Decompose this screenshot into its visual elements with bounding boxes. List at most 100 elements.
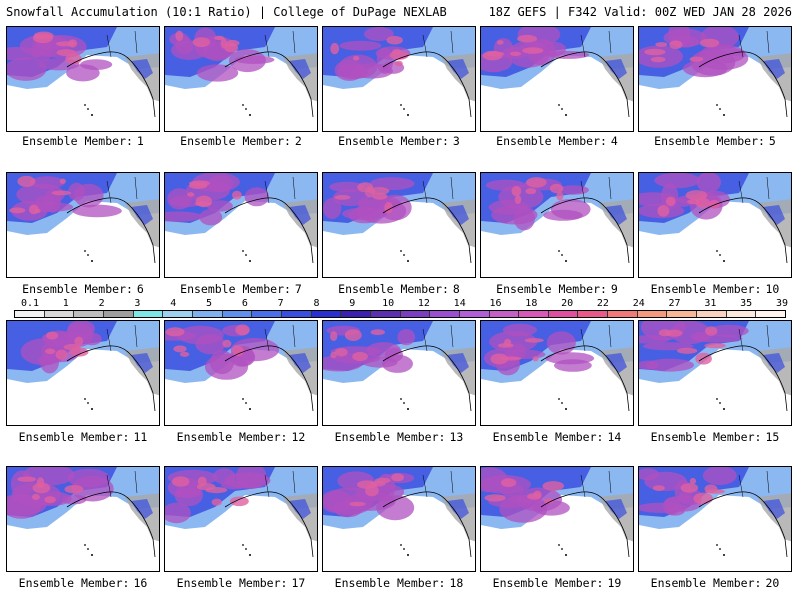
ensemble-member-map xyxy=(322,172,476,278)
legend-tick-label: 16 xyxy=(489,298,502,309)
member-label-prefix: Ensemble Member: xyxy=(650,576,762,590)
ensemble-member-map xyxy=(480,466,634,572)
legend-tick-label: 4 xyxy=(170,298,177,309)
ensemble-member-label: Ensemble Member: 16 xyxy=(4,576,162,590)
legend-tick-label: 20 xyxy=(561,298,574,309)
ensemble-member-map xyxy=(6,320,160,426)
legend-tick-label: 10 xyxy=(382,298,395,309)
legend-tick-label: 39 xyxy=(775,298,789,309)
ensemble-member-label: Ensemble Member: 15 xyxy=(636,430,794,444)
member-label-prefix: Ensemble Member: xyxy=(492,430,604,444)
ensemble-member-label: Ensemble Member: 17 xyxy=(162,576,320,590)
member-label-prefix: Ensemble Member: xyxy=(496,282,607,296)
legend-swatch xyxy=(548,311,579,317)
legend-swatch xyxy=(608,311,638,317)
legend-tick-label: 27 xyxy=(668,298,681,309)
legend-tick-label: 22 xyxy=(596,298,609,309)
ensemble-member-label: Ensemble Member: 14 xyxy=(478,430,636,444)
legend-swatch xyxy=(489,311,520,317)
ensemble-member-map xyxy=(164,26,318,132)
legend-tick-label: 3 xyxy=(134,298,141,309)
member-number: 15 xyxy=(765,430,780,444)
member-number: 12 xyxy=(291,430,306,444)
ensemble-member-map xyxy=(164,172,318,278)
member-number: 5 xyxy=(768,134,776,148)
ensemble-member-label: Ensemble Member: 1 xyxy=(4,134,162,148)
legend-swatch xyxy=(667,311,698,317)
ensemble-member-label: Ensemble Member: 3 xyxy=(320,134,478,148)
legend-swatch xyxy=(459,311,490,317)
ensemble-member-map xyxy=(322,466,476,572)
member-label-prefix: Ensemble Member: xyxy=(18,430,130,444)
legend-tick-label: 14 xyxy=(453,298,466,309)
legend-swatch xyxy=(519,311,549,317)
ensemble-member-label: Ensemble Member: 6 xyxy=(4,282,162,296)
member-label-prefix: Ensemble Member: xyxy=(334,576,446,590)
member-label-prefix: Ensemble Member: xyxy=(496,134,607,148)
legend-swatch xyxy=(163,311,193,317)
ensemble-member-map xyxy=(638,172,792,278)
ensemble-member-label: Ensemble Member: 2 xyxy=(162,134,320,148)
snowfall-legend: 0.1 1 2 3 4 5 6 7 8 9 10 12 14 16 18 20 22 24 27 31 35 39 xyxy=(6,298,794,322)
run-info: 18Z GEFS | F342 Valid: 00Z WED JAN 28 20… xyxy=(488,5,792,19)
legend-swatch xyxy=(341,311,371,317)
member-label-prefix: Ensemble Member: xyxy=(180,282,291,296)
member-label-prefix: Ensemble Member: xyxy=(338,134,449,148)
legend-swatch xyxy=(44,311,75,317)
legend-swatch xyxy=(756,311,786,317)
legend-tick-label: 24 xyxy=(632,298,645,309)
legend-swatch xyxy=(637,311,668,317)
ensemble-member-map xyxy=(322,26,476,132)
ensemble-member-label: Ensemble Member: 18 xyxy=(320,576,478,590)
member-label-prefix: Ensemble Member: xyxy=(650,282,762,296)
ensemble-member-label: Ensemble Member: 20 xyxy=(636,576,794,590)
legend-tick-label: 8 xyxy=(313,298,320,309)
ensemble-member-label: Ensemble Member: 4 xyxy=(478,134,636,148)
legend-tick-label: 9 xyxy=(349,298,356,309)
legend-swatch xyxy=(15,311,45,317)
legend-swatch xyxy=(74,311,104,317)
member-number: 8 xyxy=(452,282,460,296)
member-label-prefix: Ensemble Member: xyxy=(650,430,762,444)
member-number: 13 xyxy=(449,430,464,444)
member-number: 19 xyxy=(607,576,622,590)
ensemble-member-map xyxy=(638,466,792,572)
ensemble-member-map xyxy=(480,26,634,132)
ensemble-member-map xyxy=(164,466,318,572)
legend-swatch xyxy=(103,311,134,317)
ensemble-member-label: Ensemble Member: 8 xyxy=(320,282,478,296)
member-number: 11 xyxy=(133,430,148,444)
ensemble-member-map xyxy=(164,320,318,426)
member-number: 6 xyxy=(136,282,144,296)
member-label-prefix: Ensemble Member: xyxy=(180,134,291,148)
ensemble-member-label: Ensemble Member: 19 xyxy=(478,576,636,590)
member-label-prefix: Ensemble Member: xyxy=(338,282,449,296)
legend-swatch xyxy=(281,311,312,317)
legend-swatch xyxy=(133,311,164,317)
member-number: 17 xyxy=(291,576,306,590)
legend-swatch xyxy=(400,311,431,317)
legend-tick-label: 6 xyxy=(241,298,248,309)
ensemble-member-label: Ensemble Member: 10 xyxy=(636,282,794,296)
map-header: Snowfall Accumulation (10:1 Ratio) | Col… xyxy=(0,0,800,24)
ensemble-member-map xyxy=(638,26,792,132)
legend-tick-label: 5 xyxy=(206,298,213,309)
legend-labels: 0.1 1 2 3 4 5 6 7 8 9 10 12 14 16 18 20 22 24 27 31 35 39 xyxy=(6,298,789,310)
ensemble-member-map xyxy=(480,320,634,426)
legend-tick-label: 2 xyxy=(98,298,105,309)
member-label-prefix: Ensemble Member: xyxy=(22,282,133,296)
ensemble-member-map xyxy=(6,26,160,132)
legend-tick-label: 7 xyxy=(277,298,284,309)
legend-tick-label: 12 xyxy=(417,298,430,309)
ensemble-member-label: Ensemble Member: 12 xyxy=(162,430,320,444)
legend-tick-label: 0.1 xyxy=(20,298,40,309)
ensemble-member-label: Ensemble Member: 5 xyxy=(636,134,794,148)
member-label-prefix: Ensemble Member: xyxy=(176,576,288,590)
ensemble-member-map xyxy=(6,466,160,572)
legend-swatch xyxy=(726,311,757,317)
member-number: 3 xyxy=(452,134,460,148)
member-number: 4 xyxy=(610,134,618,148)
map-title: Snowfall Accumulation (10:1 Ratio) | Col… xyxy=(6,5,447,19)
member-number: 9 xyxy=(610,282,618,296)
legend-tick-label: 31 xyxy=(704,298,717,309)
